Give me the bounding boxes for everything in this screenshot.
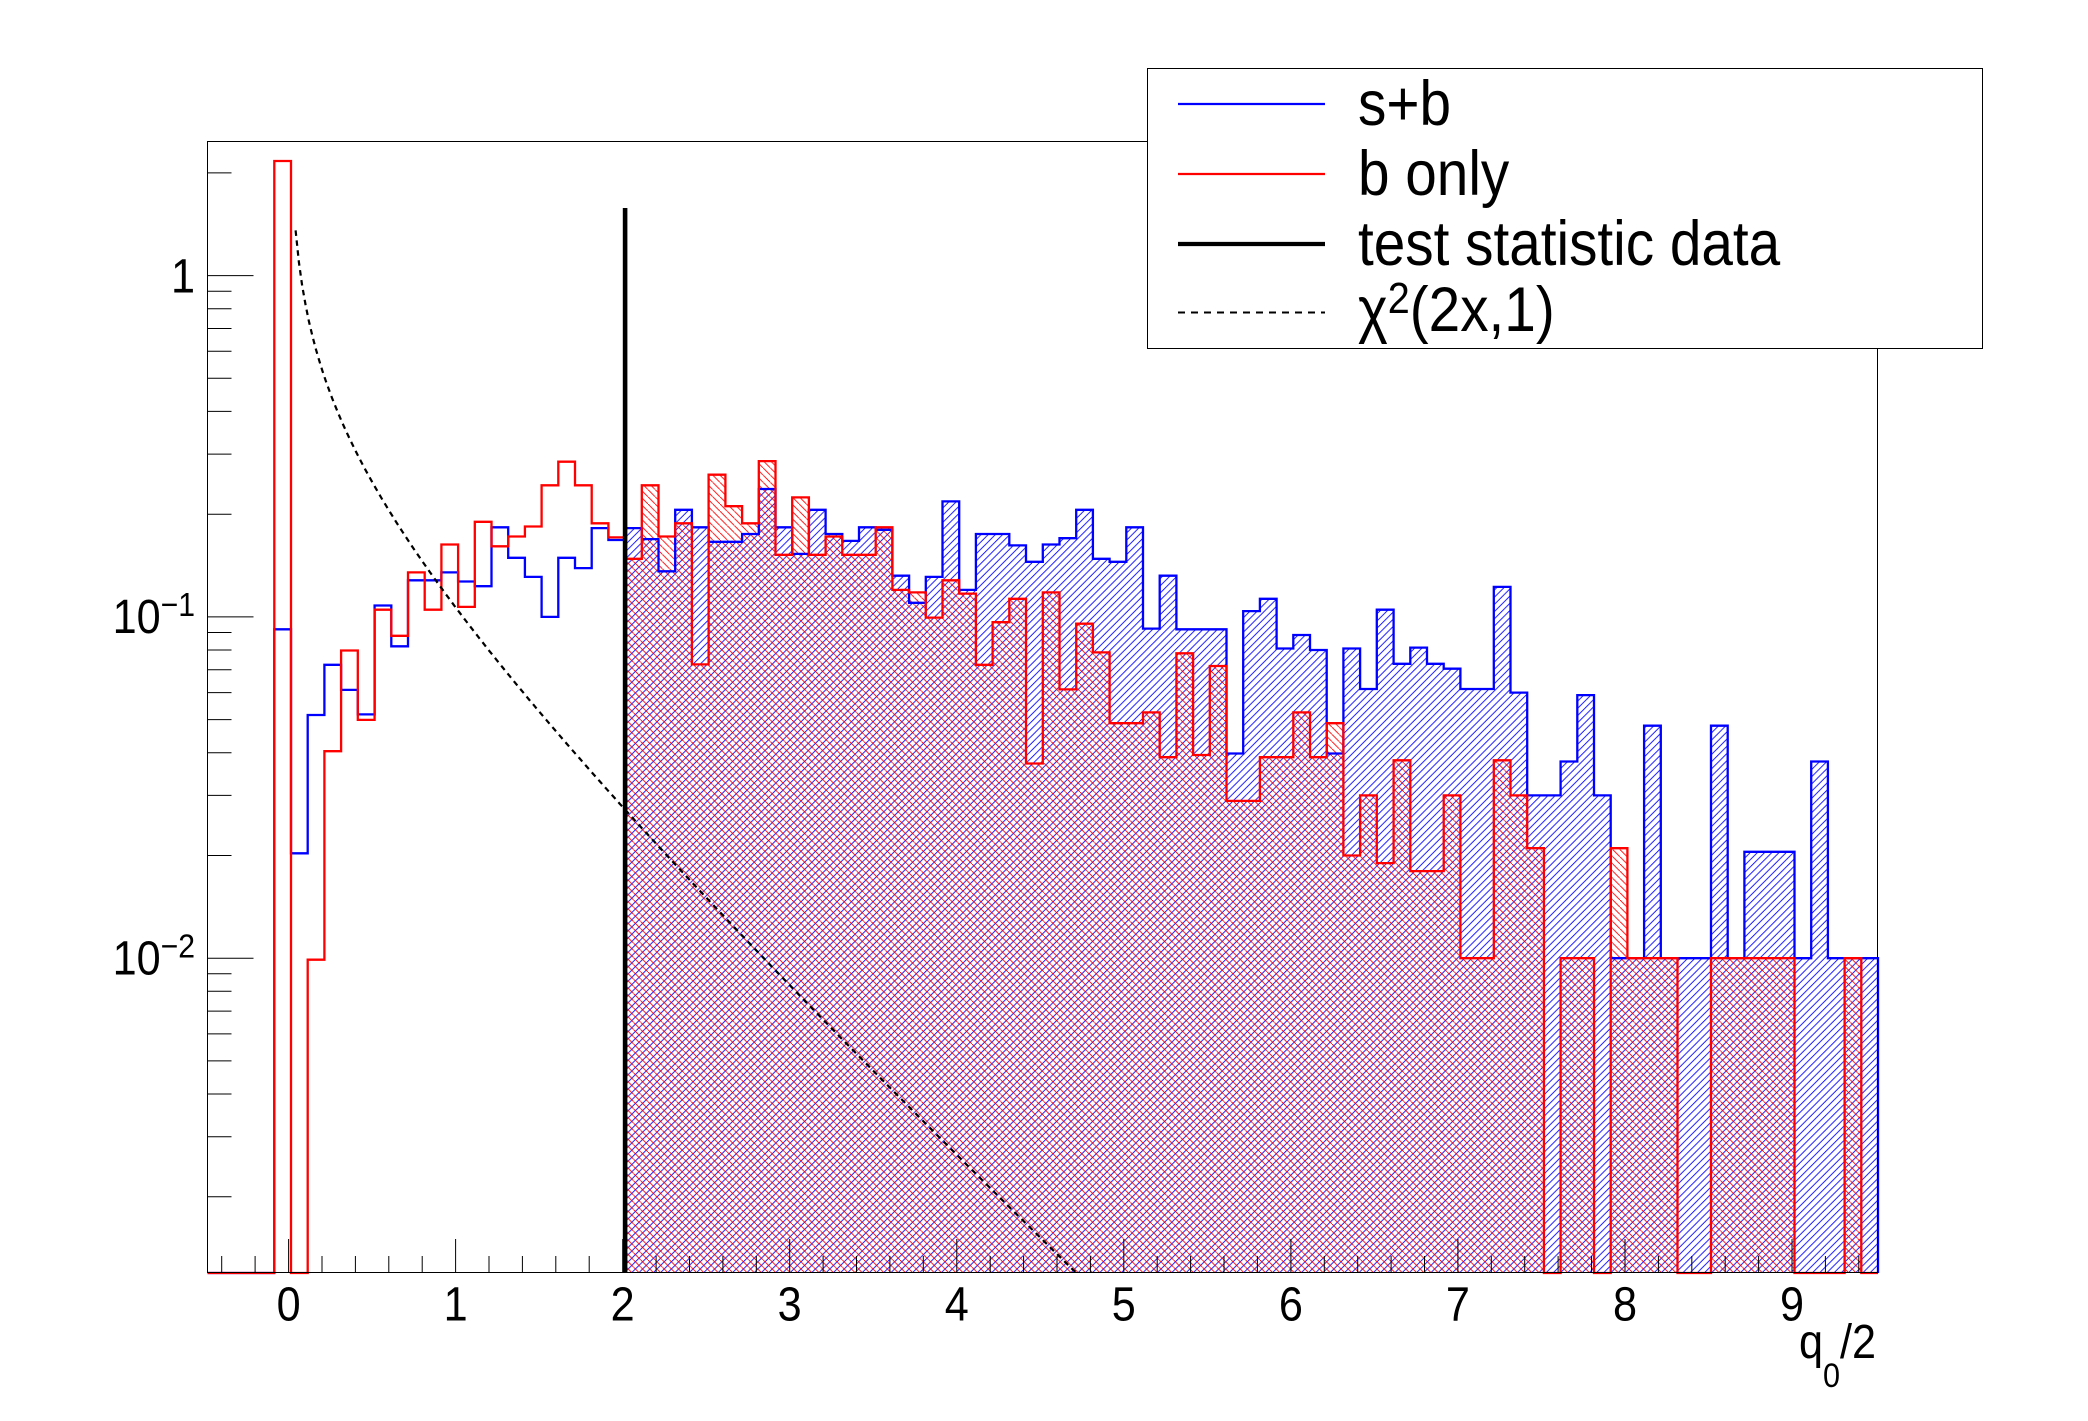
svg-text:7: 7 (1446, 1277, 1470, 1331)
svg-text:4: 4 (945, 1277, 969, 1331)
svg-text:6: 6 (1279, 1277, 1303, 1331)
svg-text:b only: b only (1358, 138, 1509, 208)
svg-text:s+b: s+b (1358, 68, 1451, 138)
svg-text:3: 3 (778, 1277, 802, 1331)
svg-text:9: 9 (1780, 1277, 1804, 1331)
svg-text:2: 2 (611, 1277, 635, 1331)
svg-text:0: 0 (277, 1277, 301, 1331)
svg-text:10−2: 10−2 (113, 927, 195, 985)
svg-text:1: 1 (171, 249, 195, 303)
svg-text:χ2(2x,1): χ2(2x,1) (1358, 273, 1555, 345)
svg-text:test statistic data: test statistic data (1358, 208, 1781, 278)
svg-text:5: 5 (1112, 1277, 1136, 1331)
svg-text:1: 1 (444, 1277, 468, 1331)
svg-text:10−1: 10−1 (113, 586, 195, 644)
svg-text:8: 8 (1613, 1277, 1637, 1331)
